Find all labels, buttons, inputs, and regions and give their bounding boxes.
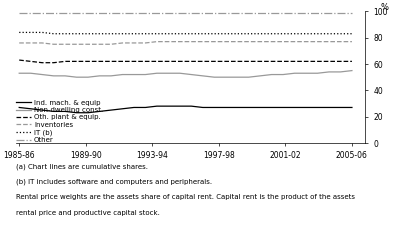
Legend: Ind. mach. & equip, Non-dwelling const., Oth. plant & equip., Inventories, IT (b: Ind. mach. & equip, Non-dwelling const.,…	[16, 100, 103, 143]
Y-axis label: %: %	[380, 3, 388, 12]
Text: rental price and productive capital stock.: rental price and productive capital stoc…	[16, 210, 160, 216]
Text: (a) Chart lines are cumulative shares.: (a) Chart lines are cumulative shares.	[16, 163, 148, 170]
Text: Rental price weights are the assets share of capital rent. Capital rent is the p: Rental price weights are the assets shar…	[16, 194, 355, 200]
Text: (b) IT includes software and computers and peripherals.: (b) IT includes software and computers a…	[16, 179, 212, 185]
